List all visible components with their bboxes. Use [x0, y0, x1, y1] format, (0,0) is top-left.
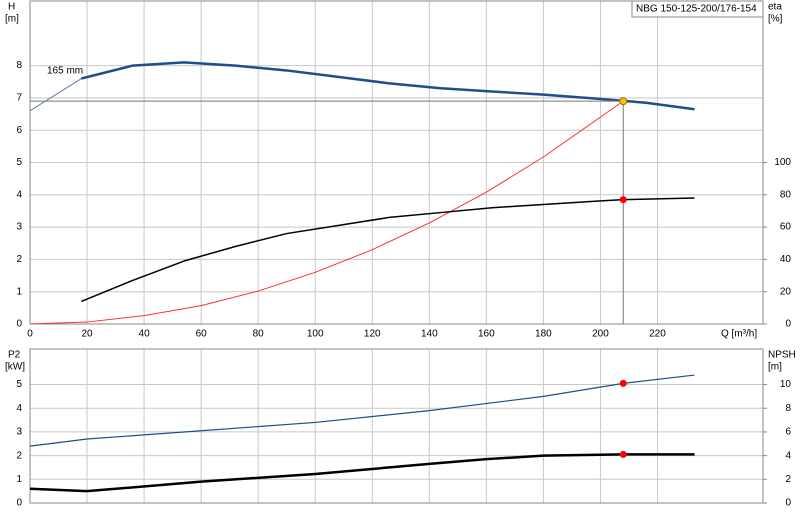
y2-axis-unit: [m] [768, 362, 782, 373]
y2-axis-label: eta [768, 2, 782, 13]
plot-frame [29, 0, 764, 325]
duty-point [619, 450, 627, 458]
y-tick-label: 1 [16, 286, 22, 297]
y-tick-label: 4 [16, 189, 22, 200]
curve [29, 78, 82, 112]
y-tick-label: 8 [16, 60, 22, 71]
y-axis-unit: [m] [5, 14, 19, 25]
duty-point [619, 196, 627, 204]
y2-axis-label: NPSH [768, 350, 796, 361]
x-tick-label: 120 [364, 329, 381, 340]
y2-tick-label: 10 [780, 379, 792, 390]
y-tick-label: 6 [16, 125, 22, 136]
pump-label: NBG 150-125-200/176-154 [636, 4, 757, 15]
y2-tick-label: 20 [780, 286, 792, 297]
y-tick-label: 0 [16, 319, 22, 330]
x-axis-label: Q [m³/h] [721, 329, 757, 340]
x-tick-label: 180 [535, 329, 552, 340]
curve [29, 453, 695, 493]
duty-point [619, 97, 628, 106]
y-tick-label: 4 [16, 403, 22, 414]
y-tick-label: 3 [16, 427, 22, 438]
y2-tick-label: 0 [785, 498, 791, 509]
y-tick-label: 2 [16, 450, 22, 461]
y2-axis-unit: [%] [768, 14, 783, 25]
curve [81, 197, 695, 303]
y2-tick-label: 2 [785, 474, 791, 485]
y2-tick-label: 60 [780, 222, 792, 233]
x-tick-label: 220 [649, 329, 666, 340]
x-tick-label: 20 [81, 329, 93, 340]
curve [29, 374, 695, 447]
x-tick-label: 0 [27, 329, 33, 340]
y-axis-label: P2 [8, 350, 21, 361]
y-tick-label: 3 [16, 222, 22, 233]
x-tick-label: 140 [421, 329, 438, 340]
plot-frame [29, 348, 764, 504]
x-tick-label: 200 [592, 329, 609, 340]
x-tick-label: 80 [253, 329, 265, 340]
y-axis-label: H [8, 2, 15, 13]
y-tick-label: 7 [16, 93, 22, 104]
x-tick-label: 100 [307, 329, 324, 340]
curve [81, 61, 695, 111]
y2-tick-label: 4 [785, 450, 791, 461]
y2-tick-label: 80 [780, 189, 792, 200]
y-axis-unit: [kW] [5, 362, 25, 373]
y2-tick-label: 8 [785, 403, 791, 414]
y2-tick-label: 6 [785, 427, 791, 438]
y-tick-label: 0 [16, 498, 22, 509]
duty-point [619, 379, 627, 387]
curve-annotation: 165 mm [47, 66, 83, 77]
y2-tick-label: 40 [780, 254, 792, 265]
y-tick-label: 5 [16, 379, 22, 390]
y2-tick-label: 0 [785, 319, 791, 330]
pump-label-box [631, 0, 764, 18]
curve [29, 100, 624, 325]
y-tick-label: 2 [16, 254, 22, 265]
x-tick-label: 60 [196, 329, 208, 340]
y-tick-label: 5 [16, 157, 22, 168]
x-tick-label: 40 [139, 329, 151, 340]
y-tick-label: 1 [16, 474, 22, 485]
x-tick-label: 160 [478, 329, 495, 340]
y2-tick-label: 100 [774, 157, 791, 168]
